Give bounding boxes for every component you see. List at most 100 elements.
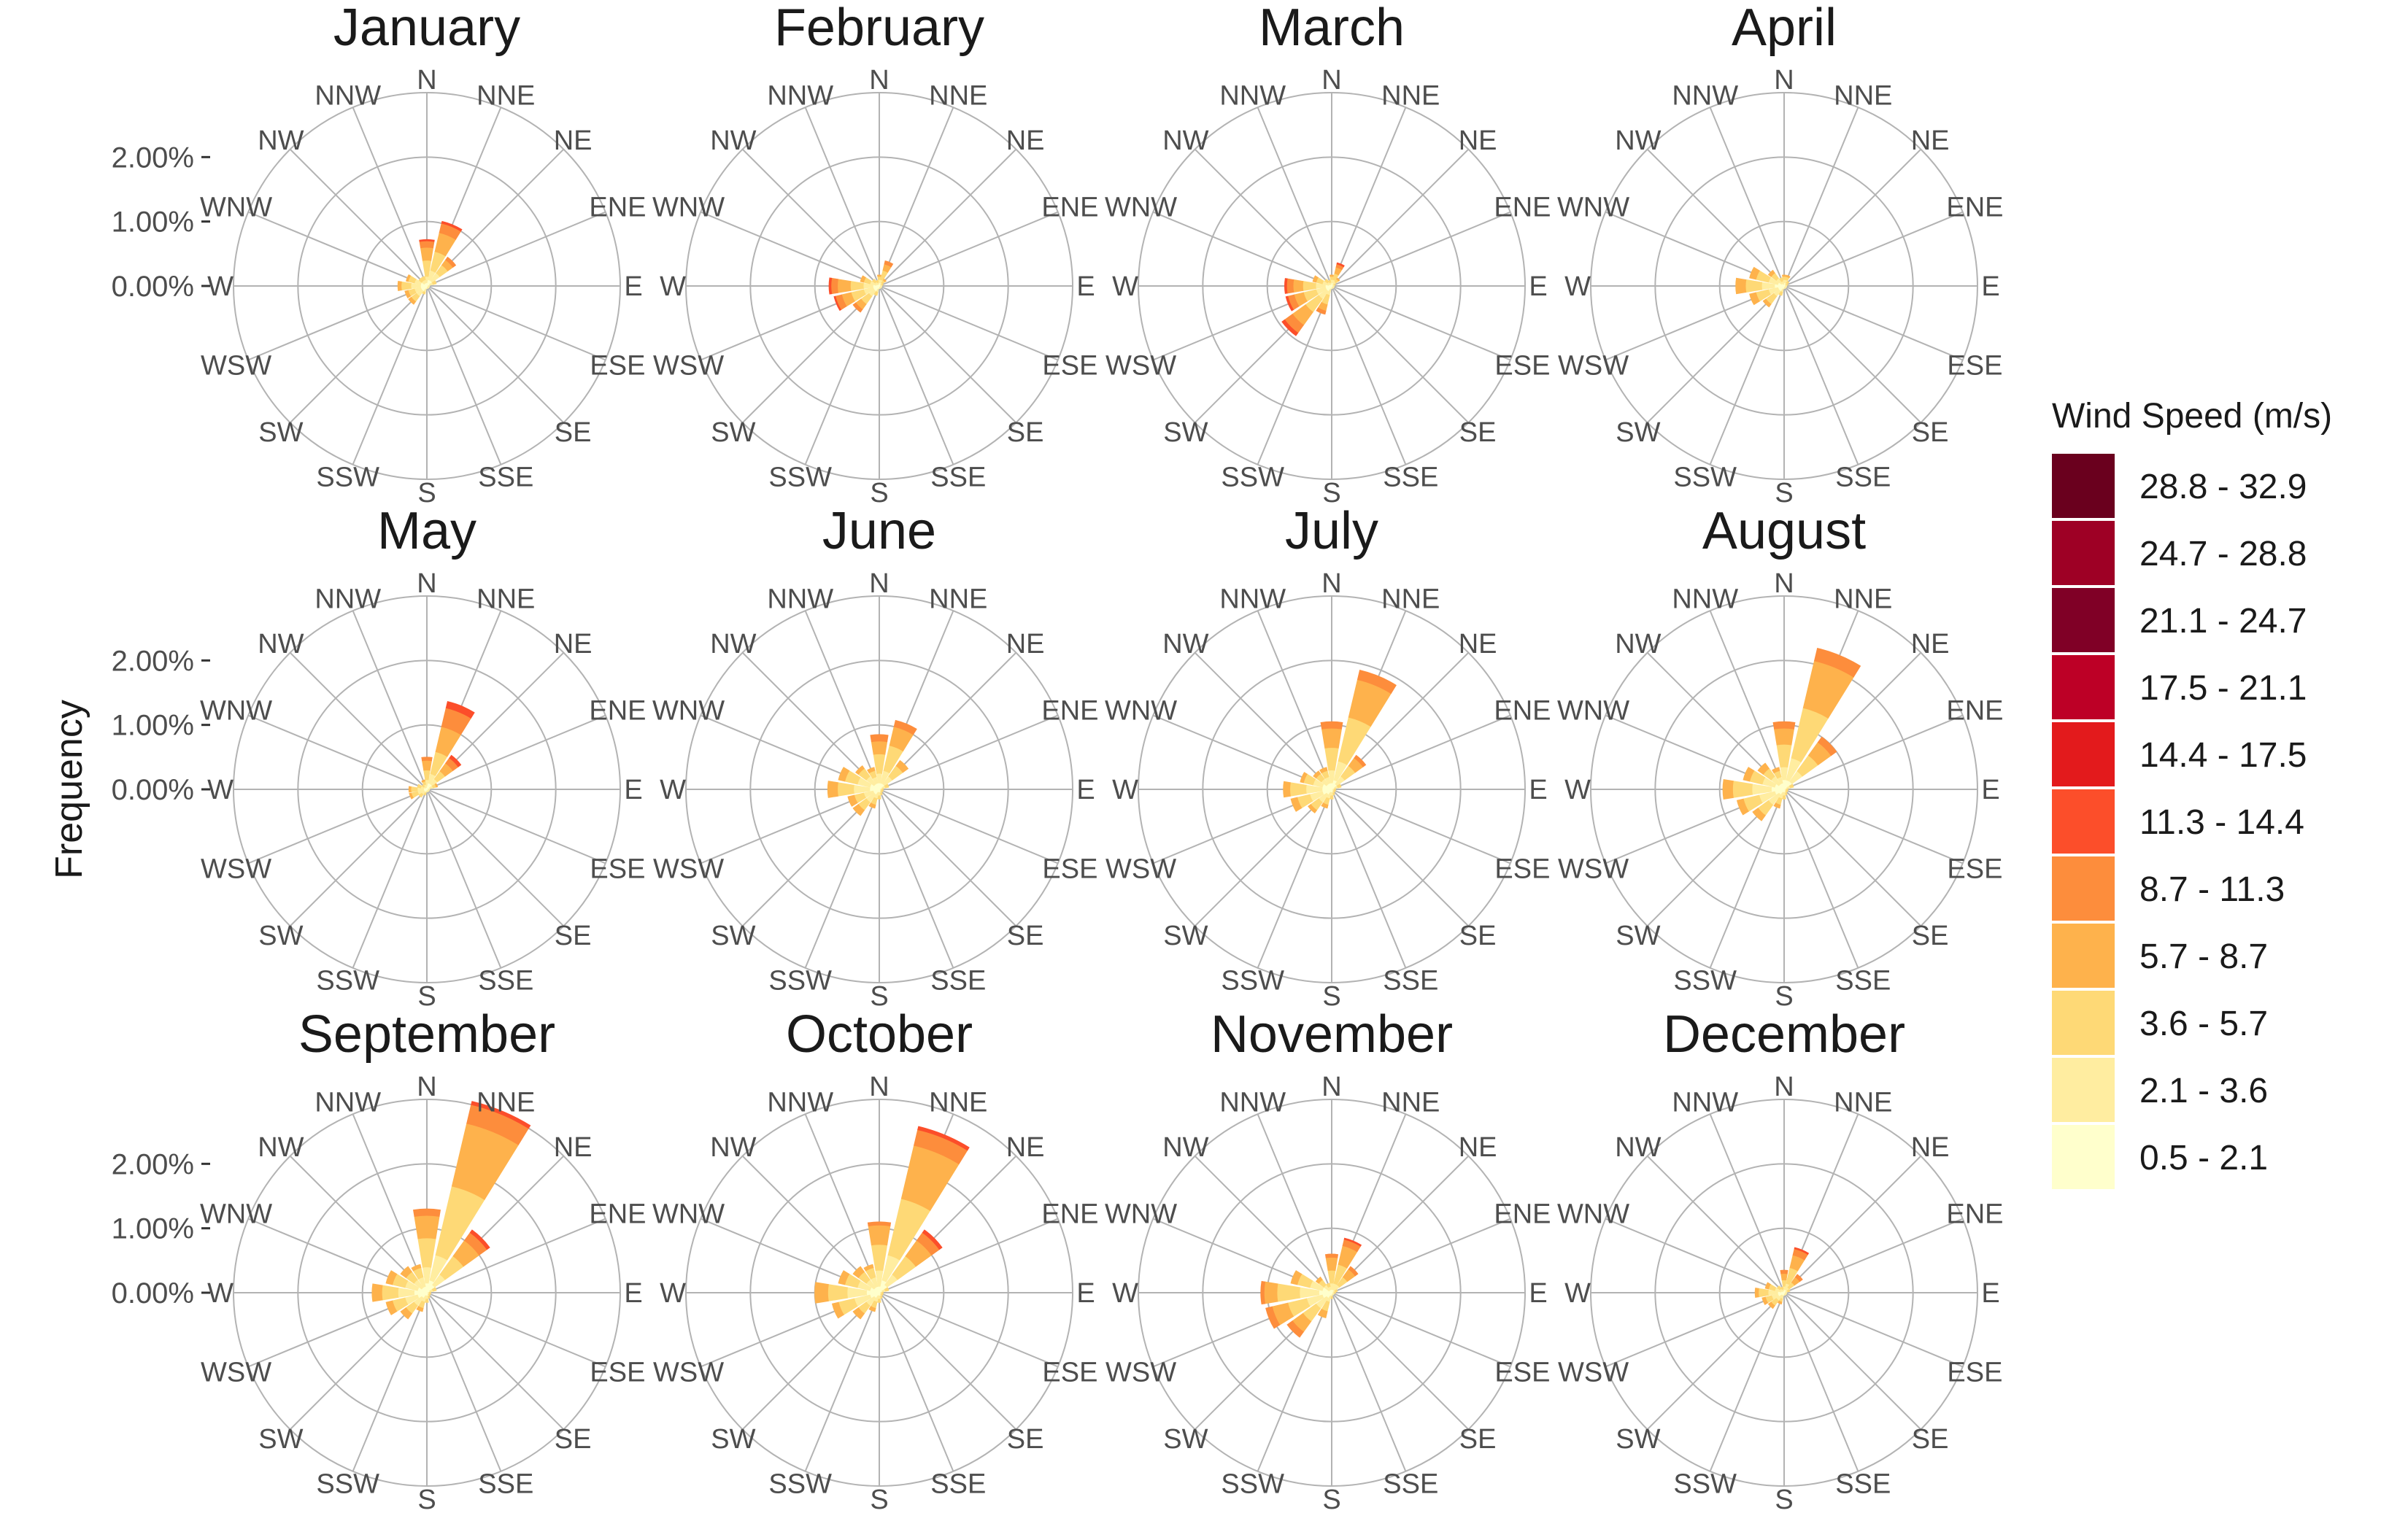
legend-key — [2052, 454, 2115, 518]
grid-spoke — [1194, 1155, 1332, 1293]
wind-rose-panel-september: September N NNE NE ENE E ESE SE SSE S SSW SW WSW W WNW… — [112, 1005, 647, 1515]
direction-label-s: S — [1322, 478, 1340, 508]
direction-label-wnw: WNW — [1557, 1199, 1629, 1230]
direction-label-n: N — [1774, 65, 1794, 96]
wind-bar-n-bin-4 — [1772, 721, 1796, 730]
direction-label-se: SE — [555, 417, 592, 448]
wind-bar-s-bin-2 — [1330, 795, 1334, 800]
direction-label-sse: SSE — [1835, 1469, 1891, 1499]
wind-bar-sse-bin-2 — [427, 1295, 431, 1299]
grid-spoke — [804, 789, 880, 969]
wind-bar-ssw-bin-3 — [1773, 802, 1781, 809]
panel-title: July — [1285, 502, 1378, 560]
direction-label-se: SE — [1912, 921, 1949, 951]
direction-label-se: SE — [1912, 417, 1949, 448]
wind-bar-s-bin-2 — [425, 1299, 429, 1303]
legend-label: 0.5 - 2.1 — [2139, 1139, 2268, 1177]
direction-label-wnw: WNW — [200, 1199, 272, 1230]
wind-bar-ssw-bin-3 — [1777, 1300, 1783, 1305]
grid-spoke — [426, 285, 502, 465]
direction-label-se: SE — [1459, 1424, 1497, 1455]
wind-bar-sw-bin-2 — [418, 792, 424, 798]
wind-bar-w-bin-5 — [828, 277, 833, 295]
grid-spoke — [426, 1292, 502, 1472]
wind-rose-panel-april: April N NNE NE ENE E ESE SE SSE S SSW SW WSW W WNW NW NN… — [1557, 0, 2004, 508]
direction-label-s: S — [1322, 981, 1340, 1012]
wind-bar-s-bin-2 — [877, 1299, 881, 1303]
direction-label-se: SE — [1459, 417, 1497, 448]
direction-label-ssw: SSW — [316, 462, 379, 492]
legend-key — [2052, 1058, 2115, 1122]
direction-label-wnw: WNW — [200, 193, 272, 223]
wind-rose-panel-may: May N NNE NE ENE E ESE SE SSE S SSW SW WSW W WNW NW NNW 0… — [112, 502, 647, 1012]
wind-bar-w-bin-3 — [1292, 279, 1304, 293]
grid-spoke — [289, 285, 428, 424]
direction-label-nw: NW — [1162, 1132, 1208, 1163]
grid-spoke — [1783, 789, 1859, 969]
legend-label: 21.1 - 24.7 — [2139, 602, 2307, 641]
wind-rose-panel-october: October N NNE NE ENE E ESE SE SSE S SSW SW WSW W WNW NW… — [652, 1005, 1099, 1515]
grid-spoke — [426, 1218, 606, 1293]
legend-key — [2052, 924, 2115, 988]
direction-label-ne: NE — [554, 629, 593, 659]
legend-label: 14.4 - 17.5 — [2139, 736, 2307, 775]
legend-key — [2052, 789, 2115, 854]
grid-spoke — [1331, 789, 1470, 927]
grid-spoke — [741, 148, 880, 287]
direction-label-ssw: SSW — [768, 1469, 832, 1499]
panel-title: May — [377, 502, 476, 560]
grid-spoke — [426, 1292, 565, 1431]
grid-spoke — [426, 285, 606, 361]
grid-spoke — [1331, 789, 1407, 969]
wind-bar-nnw-bin-2 — [1779, 277, 1783, 282]
direction-label-e: E — [1981, 775, 1999, 805]
grid-spoke — [1331, 1292, 1470, 1431]
grid-spoke — [1646, 148, 1785, 287]
legend-key — [2052, 991, 2115, 1055]
wind-rose-panel-march: March N NNE NE ENE E ESE SE SSE S SSW SW WSW W WNW NW NN… — [1105, 0, 1551, 508]
grid-spoke — [426, 211, 606, 287]
wind-bar-n-bin-4 — [870, 734, 889, 743]
direction-label-wsw: WSW — [653, 1357, 724, 1388]
direction-label-nnw: NNW — [767, 1088, 833, 1118]
wind-bar-n-bin-4 — [1780, 1269, 1788, 1274]
grid-spoke — [1331, 211, 1511, 287]
direction-label-sse: SSE — [478, 965, 533, 996]
grid-spoke — [1709, 610, 1785, 790]
wind-bar-n-bin-2 — [877, 276, 881, 280]
wind-bar-n-bin-3 — [1325, 1256, 1338, 1272]
grid-spoke — [1646, 285, 1785, 424]
grid-spoke — [1331, 789, 1511, 864]
grid-spoke — [1783, 714, 1964, 790]
wind-bar-n-bin-2 — [1776, 743, 1792, 768]
wind-bar-w-bin-2 — [1758, 1288, 1769, 1298]
grid-spoke — [352, 107, 428, 287]
direction-label-wnw: WNW — [652, 193, 725, 223]
grid-spoke — [1783, 285, 1859, 465]
direction-label-n: N — [1321, 65, 1341, 96]
wind-bar-n-bin-3 — [1321, 727, 1343, 748]
grid-spoke — [426, 789, 606, 864]
grid-spoke — [1783, 789, 1922, 927]
wind-bar-n-bin-3 — [1773, 727, 1795, 746]
wind-bar-wsw-bin-3 — [404, 290, 412, 298]
direction-label-ene: ENE — [1494, 1199, 1551, 1230]
direction-label-ne: NE — [1911, 1132, 1950, 1163]
wind-bar-nw-bin-3 — [1313, 770, 1321, 779]
grid-spoke — [289, 651, 428, 790]
direction-label-s: S — [1775, 981, 1793, 1012]
direction-label-ssw: SSW — [1221, 1469, 1284, 1499]
grid-spoke — [352, 1292, 428, 1472]
direction-label-ese: ESE — [1494, 350, 1550, 381]
wind-rose-panel-february: February N NNE NE ENE E ESE SE SSE S SSW SW WSW W WNW N… — [652, 0, 1099, 508]
grid-spoke — [1783, 1292, 1859, 1472]
wind-bar-w-bin-2 — [1302, 281, 1316, 291]
wind-bar-ssw-bin-2 — [423, 792, 427, 796]
wind-bar-sw-bin-3 — [1752, 808, 1766, 821]
direction-label-n: N — [1321, 568, 1341, 599]
direction-label-nne: NNE — [929, 584, 987, 615]
wind-bar-nne-bin-4 — [1357, 670, 1397, 695]
wind-bar-nne-bin-5 — [1343, 1237, 1362, 1247]
wind-bar-w-bin-2 — [837, 782, 854, 797]
direction-label-e: E — [1981, 271, 1999, 302]
